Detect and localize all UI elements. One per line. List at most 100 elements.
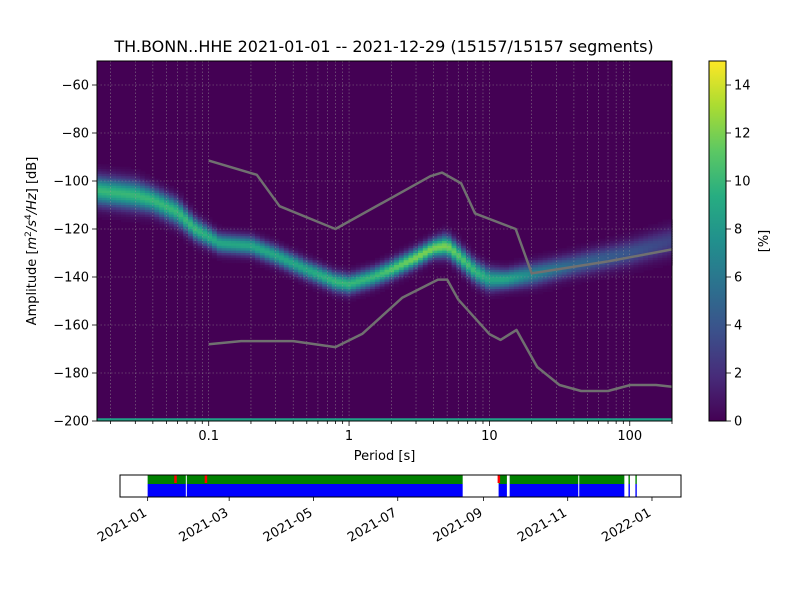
heatmap-cell [379, 255, 386, 259]
heatmap-cell [533, 260, 539, 264]
heatmap-cell [370, 277, 376, 280]
heatmap-cell [547, 255, 553, 259]
heatmap-cell [379, 269, 386, 273]
heatmap-cell [168, 190, 175, 194]
heatmap-cell [255, 243, 261, 247]
heatmap-cell [614, 255, 620, 259]
heatmap-cell [207, 250, 213, 254]
heatmap-cell [413, 243, 419, 247]
heatmap-cell [465, 253, 472, 256]
heatmap-cell [322, 291, 328, 295]
heatmap-cell [231, 231, 237, 235]
heatmap-cell [355, 296, 362, 300]
heatmap-cell [144, 202, 151, 206]
heatmap-cell [144, 200, 151, 204]
heatmap-cell [154, 219, 160, 223]
heatmap-cell [365, 272, 371, 276]
heatmap-cell [283, 274, 290, 278]
heatmap-cell [600, 243, 606, 247]
heatmap-cell [207, 226, 213, 230]
heatmap-cell [135, 178, 141, 182]
heatmap-cell [604, 257, 611, 261]
heatmap-cell [101, 212, 108, 216]
heatmap-cell [192, 224, 199, 228]
heatmap-cell [226, 248, 232, 252]
heatmap-cell [212, 238, 218, 242]
heatmap-cell [451, 245, 457, 249]
heatmap-cell [389, 262, 395, 266]
heatmap-cell [628, 245, 635, 249]
heatmap-cell [465, 257, 472, 261]
heatmap-cell [547, 250, 553, 254]
heatmap-cell [303, 277, 309, 280]
heatmap-cell [643, 241, 649, 244]
heatmap-cell [379, 260, 386, 264]
heatmap-cell [585, 260, 592, 264]
heatmap-cell [192, 233, 199, 237]
heatmap-cell [164, 209, 170, 213]
heatmap-cell [164, 188, 170, 192]
heatmap-cell [499, 277, 505, 280]
heatmap-cell [173, 197, 180, 201]
heatmap-cell [619, 272, 625, 276]
heatmap-cell [643, 233, 649, 237]
heatmap-cell [346, 272, 352, 276]
heatmap-cell [638, 236, 644, 240]
heatmap-cell [240, 245, 247, 249]
heatmap-cell [264, 248, 271, 252]
heatmap-cell [269, 236, 275, 240]
heatmap-cell [437, 245, 443, 249]
heatmap-cell [633, 265, 640, 268]
heatmap-cell [456, 250, 462, 254]
heatmap-cell [437, 233, 443, 237]
y-tick-label: −180 [53, 367, 89, 382]
heatmap-cell [398, 281, 405, 285]
heatmap-cell [168, 231, 175, 235]
heatmap-cell [125, 217, 132, 220]
heatmap-cell [461, 272, 467, 276]
heatmap-cell [628, 238, 635, 242]
heatmap-cell [518, 279, 525, 283]
heatmap-cell [576, 248, 582, 252]
heatmap-cell [485, 281, 491, 285]
heatmap-cell [413, 272, 419, 276]
heatmap-cell [374, 267, 381, 271]
heatmap-cell [504, 289, 510, 292]
heatmap-cell [164, 195, 170, 199]
heatmap-cell [394, 267, 400, 271]
heatmap-cell [350, 281, 357, 285]
heatmap-cell [513, 269, 520, 273]
heatmap-cell [202, 243, 208, 247]
heatmap-cell [312, 267, 319, 271]
heatmap-cell [293, 279, 299, 283]
heatmap-cell [269, 267, 275, 271]
heatmap-cell [609, 250, 616, 254]
heatmap-cell [643, 231, 649, 235]
heatmap-cell [509, 262, 515, 266]
heatmap-cell [355, 269, 362, 273]
heatmap-cell [403, 269, 410, 273]
heatmap-cell [307, 262, 314, 266]
heatmap-cell [111, 209, 117, 213]
heatmap-cell [528, 260, 534, 264]
heatmap-cell [413, 265, 419, 268]
heatmap-cell [336, 281, 342, 285]
heatmap-cell [120, 195, 127, 199]
heatmap-cell [240, 243, 247, 247]
heatmap-cell [322, 274, 328, 278]
heatmap-cell [312, 260, 319, 264]
heatmap-cell [643, 245, 649, 249]
heatmap-cell [566, 255, 572, 259]
heatmap-cell [159, 195, 165, 199]
heatmap-cell [499, 286, 505, 290]
heatmap-cell [188, 209, 194, 213]
heatmap-cell [269, 250, 275, 254]
heatmap-cell [164, 185, 170, 189]
heatmap-cell [159, 221, 165, 225]
heatmap-cell [183, 214, 189, 218]
heatmap-cell [173, 188, 180, 192]
heatmap-cell [111, 197, 117, 201]
heatmap-cell [566, 260, 572, 264]
heatmap-cell [590, 248, 596, 252]
heatmap-cell [475, 289, 481, 292]
